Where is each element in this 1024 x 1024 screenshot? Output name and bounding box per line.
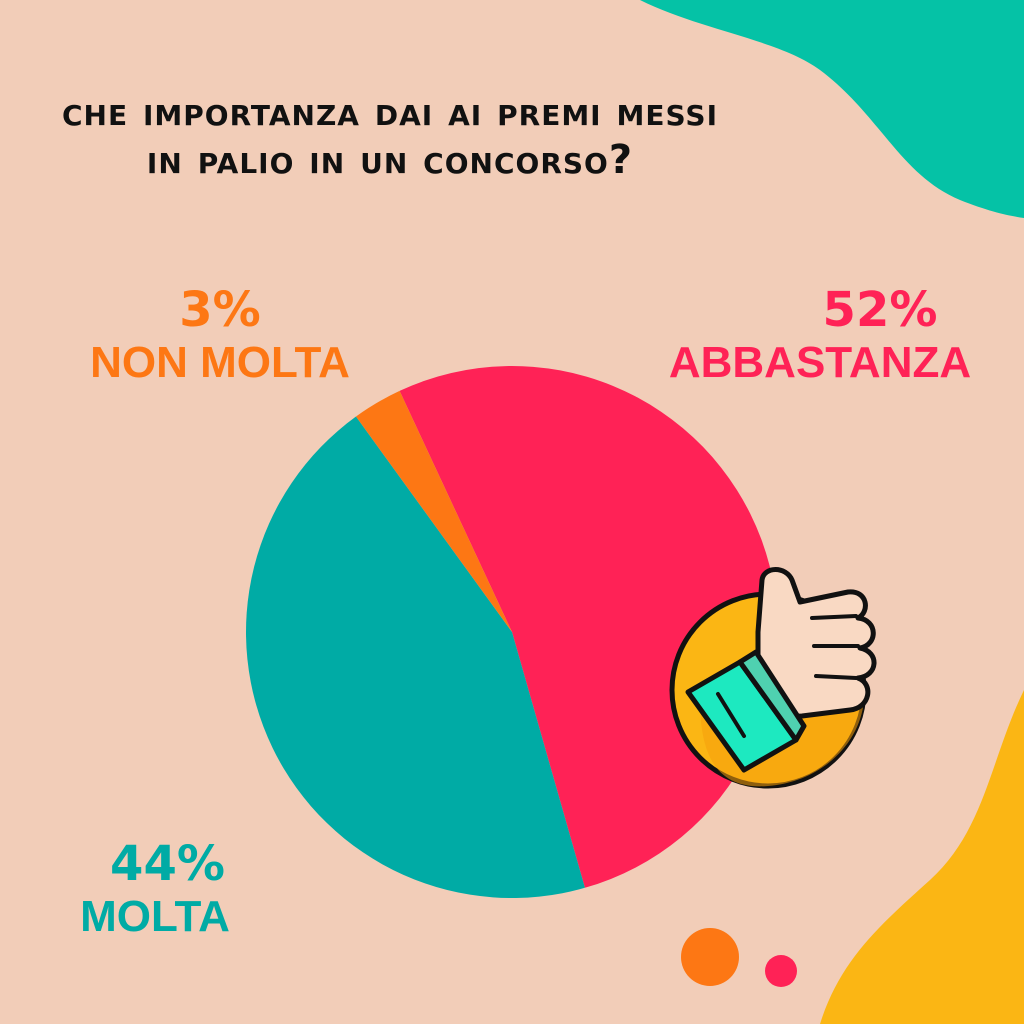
pie-slice-abbastanza <box>399 366 778 888</box>
slice-value-label: 44% <box>110 836 225 892</box>
orange-dot <box>681 928 739 986</box>
slice-label-non-molta: 3% NON MOLTA <box>40 282 400 388</box>
pie-slice-non-molta <box>355 390 512 632</box>
slice-label-molta: 44% MOLTA <box>30 836 280 942</box>
thumbs-up-icon <box>669 567 877 789</box>
slice-value-label: 3% <box>179 282 261 338</box>
teal-blob-top-right <box>640 0 1024 218</box>
pie-slice-molta <box>245 416 585 899</box>
yellow-blob-bottom-right <box>820 690 1024 1024</box>
chart-title: Che importanza dai ai premi messi in pal… <box>61 89 719 183</box>
slice-category-label: ABBASTANZA <box>668 338 972 387</box>
pink-dot <box>765 955 797 987</box>
slice-category-label: MOLTA <box>80 892 230 941</box>
pie-slices <box>245 366 778 899</box>
slice-category-label: NON MOLTA <box>90 338 350 387</box>
slice-value-label: 52% <box>822 282 938 338</box>
slice-label-abbastanza: 52% ABBASTANZA <box>630 282 1010 388</box>
